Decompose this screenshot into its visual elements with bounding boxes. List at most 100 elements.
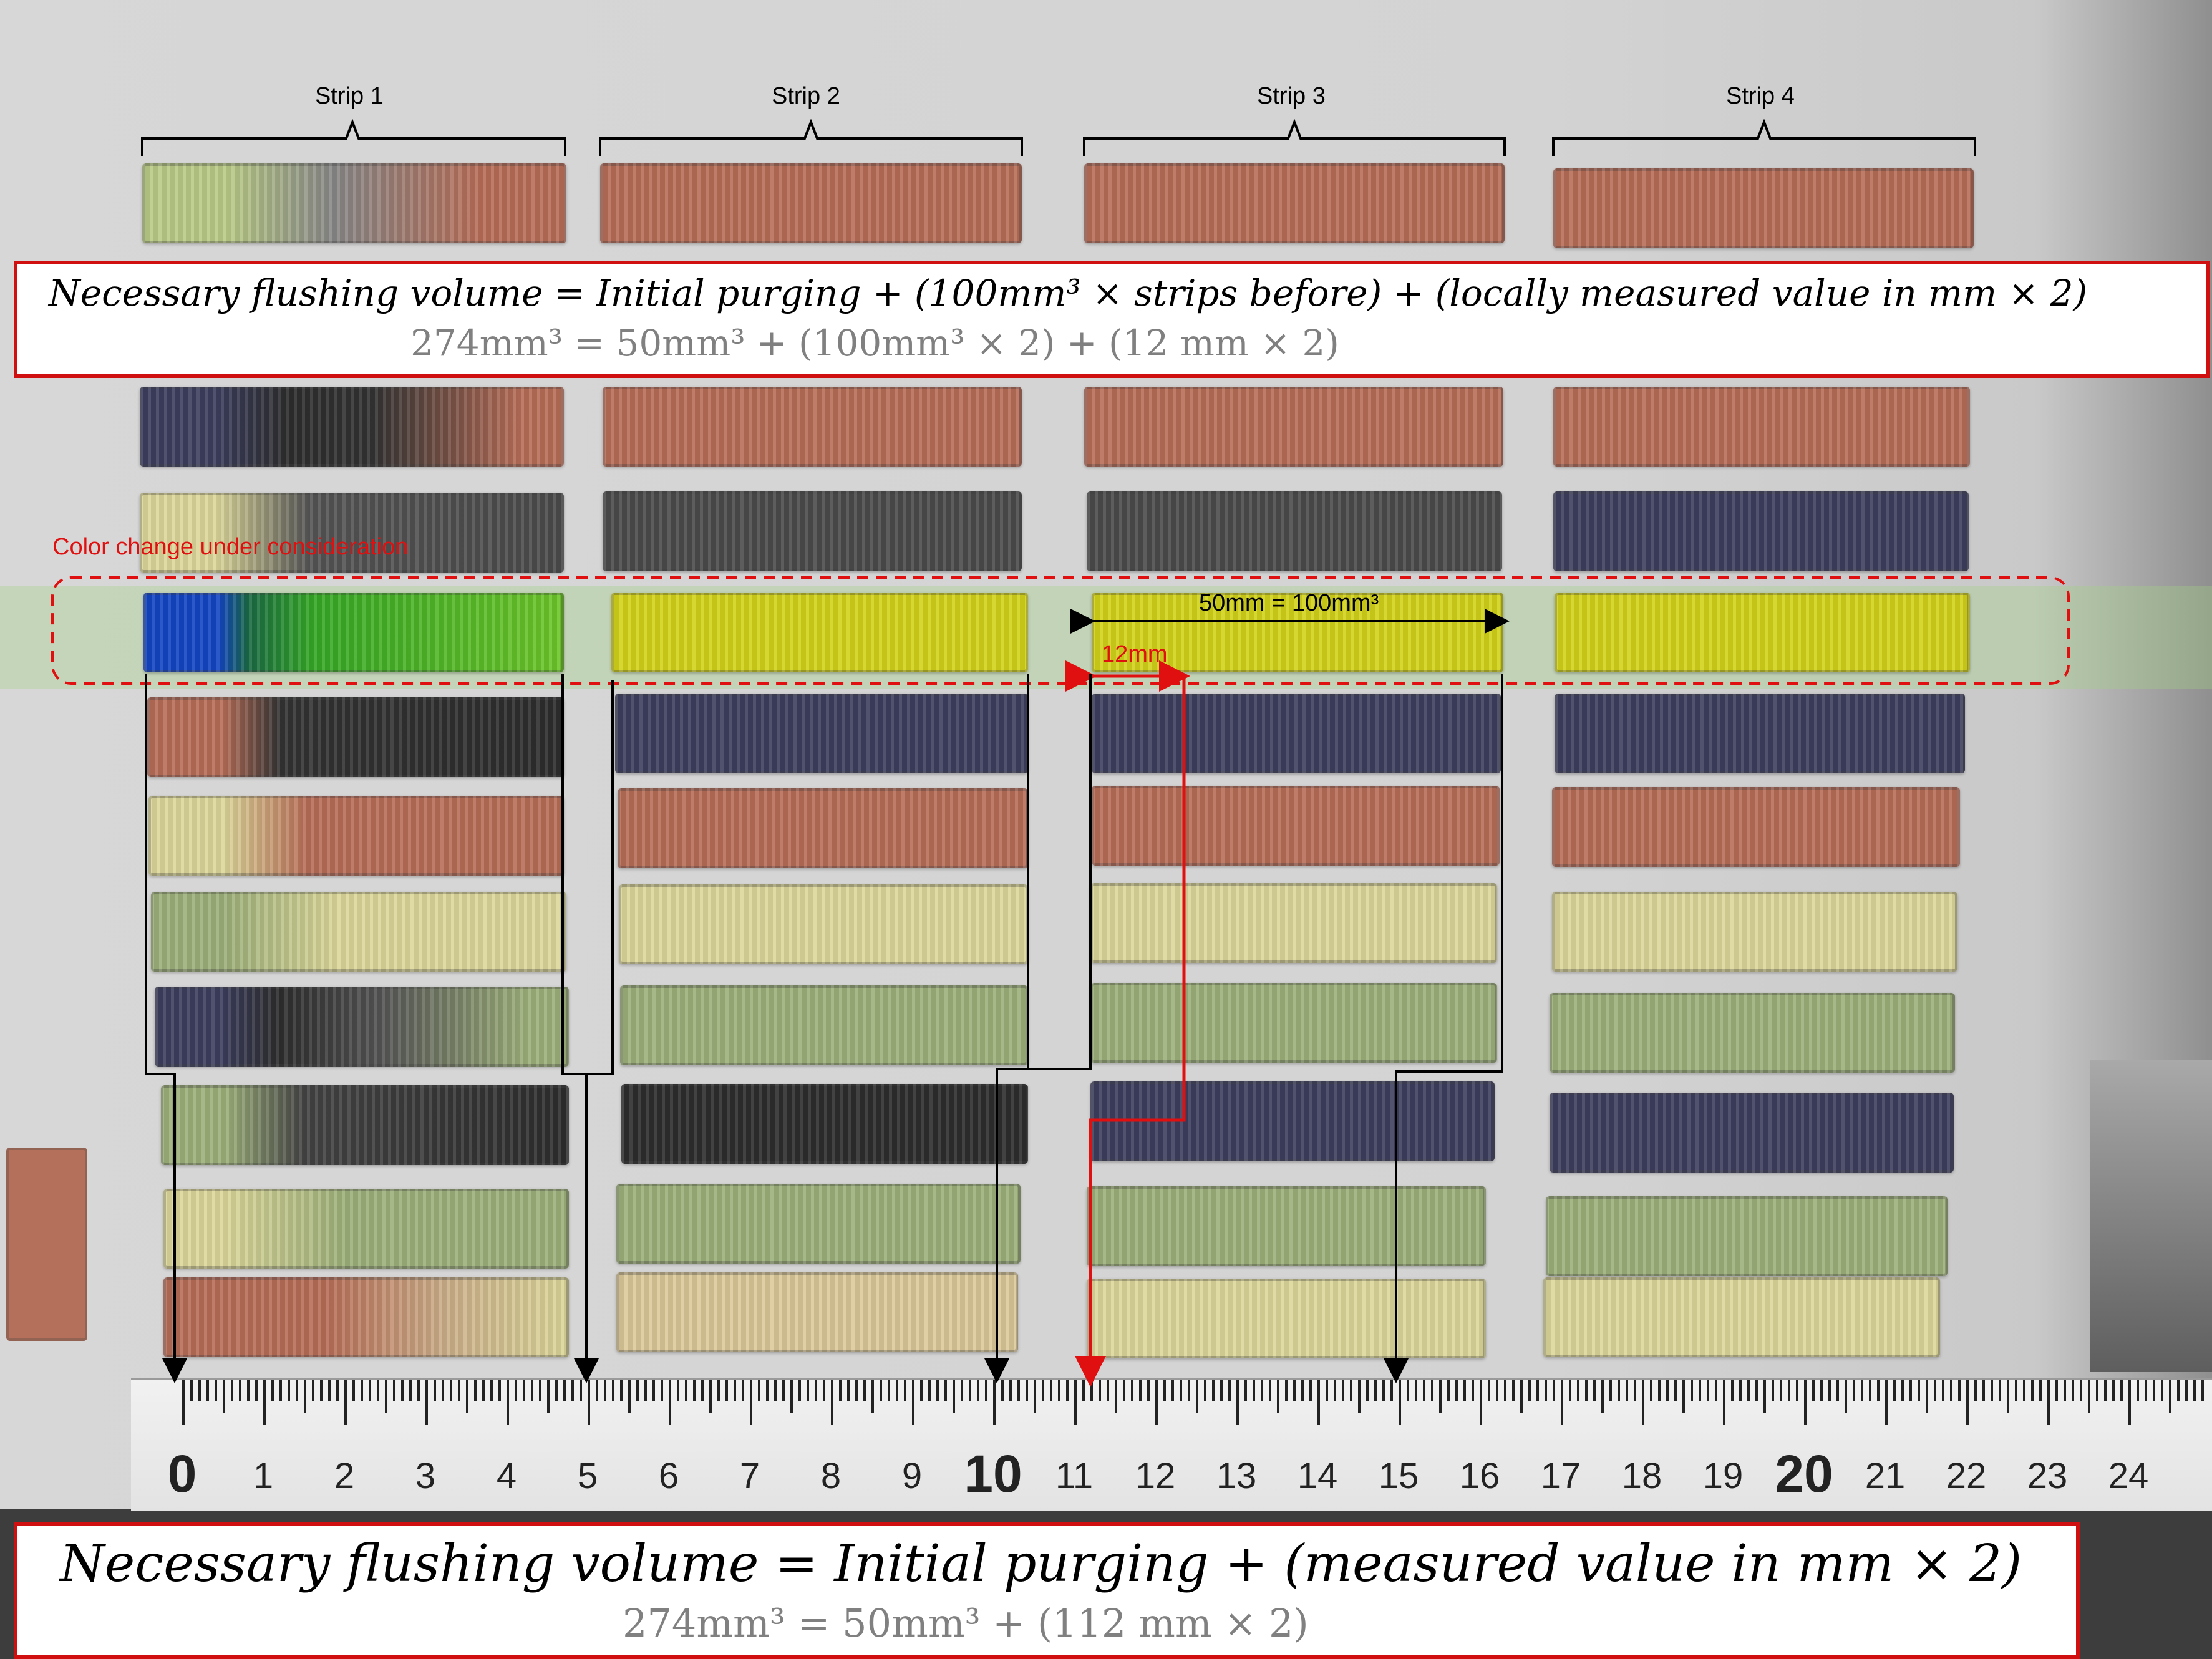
ruler-number: 24 xyxy=(2108,1456,2149,1496)
brace-strip-1 xyxy=(141,119,566,156)
ruler-number: 2 xyxy=(334,1456,355,1496)
ruler-tick xyxy=(1739,1380,1742,1401)
ruler-tick xyxy=(1780,1380,1782,1401)
ruler-tick xyxy=(2064,1380,2066,1401)
ruler-tick xyxy=(1585,1380,1588,1401)
ruler-tick xyxy=(1512,1380,1515,1401)
ruler-number: 9 xyxy=(901,1456,923,1496)
ruler-tick xyxy=(288,1380,290,1401)
ruler-number: 1 xyxy=(253,1456,274,1496)
ruler-tick xyxy=(2096,1380,2098,1401)
ruler-tick xyxy=(1772,1380,1774,1401)
ruler-tick xyxy=(263,1380,266,1425)
ruler-tick xyxy=(717,1380,720,1401)
ruler-tick xyxy=(1082,1380,1085,1401)
ruler-tick xyxy=(352,1380,355,1401)
ruler-tick xyxy=(255,1380,258,1401)
ruler-tick xyxy=(1593,1380,1596,1401)
ruler-tick xyxy=(1731,1380,1734,1401)
ruler-tick xyxy=(953,1380,955,1413)
strip-3-label: Strip 3 xyxy=(1257,83,1326,109)
strip-row3-col4 xyxy=(1555,592,1970,672)
strip-row7-col3 xyxy=(1090,983,1497,1063)
ruler-tick xyxy=(1099,1380,1101,1401)
ruler-tick xyxy=(1812,1380,1815,1401)
ruler-tick xyxy=(1463,1380,1466,1401)
ruler-tick xyxy=(1131,1380,1133,1401)
strip-2-label: Strip 2 xyxy=(772,83,840,109)
ruler-tick xyxy=(1958,1380,1961,1401)
ruler-tick xyxy=(1180,1380,1182,1401)
ruler-tick xyxy=(734,1380,736,1401)
ruler-tick xyxy=(880,1380,882,1401)
ruler-tick xyxy=(1196,1380,1198,1413)
ruler-tick xyxy=(1836,1380,1839,1401)
ruler-tick xyxy=(693,1380,696,1401)
ruler-tick xyxy=(661,1380,663,1401)
ruler-tick xyxy=(1236,1380,1239,1425)
background-dark-right xyxy=(2090,1060,2212,1372)
ruler-tick xyxy=(1472,1380,1474,1401)
ruler-tick xyxy=(1155,1380,1158,1425)
ruler-tick xyxy=(361,1380,363,1401)
ruler-tick xyxy=(434,1380,436,1401)
ruler-tick xyxy=(928,1380,931,1401)
ruler-tick xyxy=(1982,1380,1985,1401)
ruler-number: 8 xyxy=(820,1456,842,1496)
ruler-tick xyxy=(2145,1380,2147,1401)
ruler-tick xyxy=(725,1380,728,1401)
ruler-tick xyxy=(1309,1380,1312,1401)
ruler-number: 12 xyxy=(1135,1456,1176,1496)
ruler-tick xyxy=(1520,1380,1523,1413)
ruler-tick xyxy=(1788,1380,1790,1401)
ruler-tick xyxy=(1715,1380,1717,1401)
ruler-tick xyxy=(2007,1380,2009,1413)
ruler-tick xyxy=(1861,1380,1863,1401)
ruler-tick xyxy=(1545,1380,1547,1401)
strip-row6-col3 xyxy=(1090,883,1497,963)
strip-row5-col4 xyxy=(1552,787,1960,867)
ruler-tick xyxy=(807,1380,809,1401)
strip-row4-col4 xyxy=(1555,694,1965,773)
ruler-tick xyxy=(1415,1380,1417,1401)
ruler-tick xyxy=(1480,1380,1482,1425)
ruler-tick xyxy=(1423,1380,1425,1401)
strip-row3-col2 xyxy=(611,592,1028,672)
ruler-tick xyxy=(758,1380,760,1401)
ruler-number: 18 xyxy=(1621,1456,1662,1496)
strip-row9-col3 xyxy=(1087,1186,1486,1266)
ruler-number: 22 xyxy=(1946,1456,1987,1496)
ruler-tick xyxy=(1139,1380,1142,1401)
ruler-tick xyxy=(2088,1380,2090,1413)
ruler-tick xyxy=(1747,1380,1750,1401)
ruler-tick xyxy=(182,1380,185,1425)
ruler-number: 5 xyxy=(577,1456,598,1496)
ruler-tick xyxy=(1634,1380,1636,1401)
ruler-tick xyxy=(239,1380,241,1401)
ruler-tick xyxy=(190,1380,193,1401)
ruler-tick xyxy=(2161,1380,2163,1401)
ruler-tick xyxy=(1366,1380,1369,1401)
ruler-tick xyxy=(2201,1380,2204,1401)
ruler-tick xyxy=(1691,1380,1693,1401)
ruler-tick xyxy=(1699,1380,1701,1401)
ruler-tick xyxy=(2112,1380,2115,1401)
ruler-tick xyxy=(2153,1380,2155,1401)
ruler-tick xyxy=(2137,1380,2139,1401)
ruler-tick xyxy=(2128,1380,2131,1425)
formula-box-top: Necessary flushing volume = Initial purg… xyxy=(14,261,2210,378)
ruler-tick xyxy=(1090,1380,1093,1401)
guide-line-strip-1 xyxy=(145,674,187,1383)
ruler-tick xyxy=(1601,1380,1604,1413)
ruler-number: 10 xyxy=(964,1444,1022,1503)
ruler-tick xyxy=(1901,1380,1904,1401)
strip-4-label: Strip 4 xyxy=(1726,83,1795,109)
strip-row7-col1 xyxy=(155,987,569,1066)
ruler-number: 13 xyxy=(1216,1456,1257,1496)
ruler-tick xyxy=(1796,1380,1798,1401)
ruler-tick xyxy=(1439,1380,1442,1413)
ruler-tick xyxy=(1228,1380,1231,1401)
ruler-tick xyxy=(1399,1380,1401,1425)
ruler-tick xyxy=(474,1380,477,1401)
